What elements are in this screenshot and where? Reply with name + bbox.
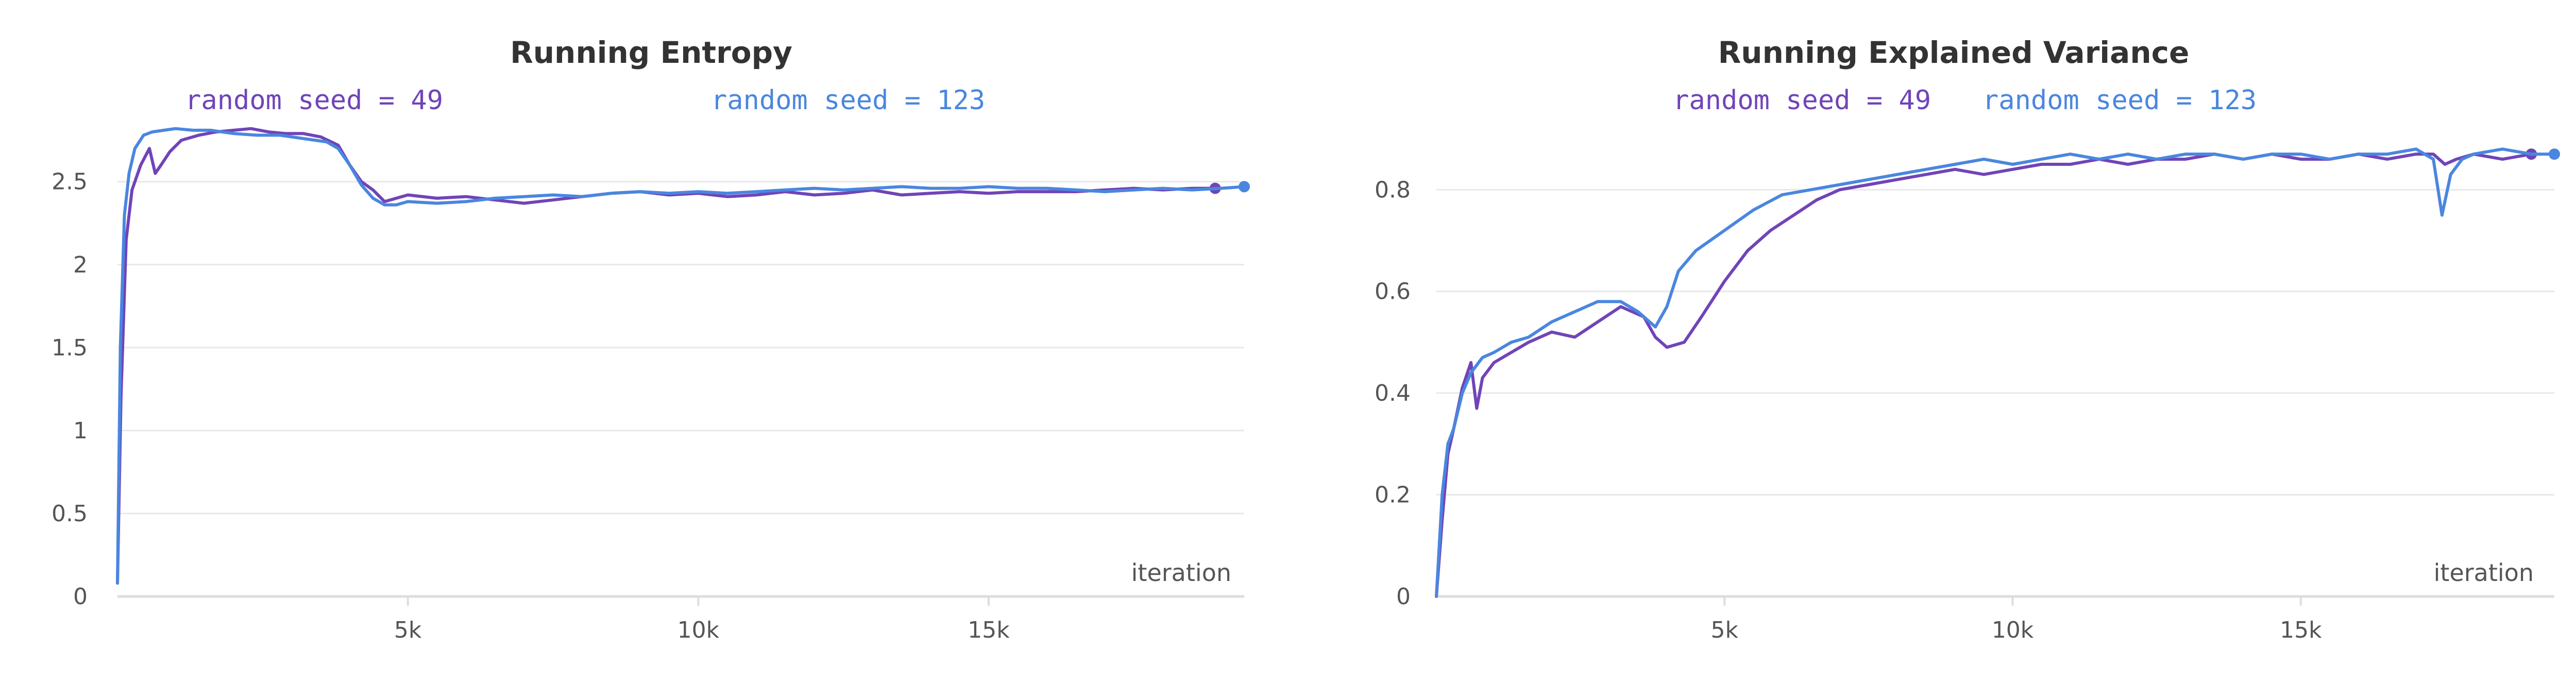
y-tick-label: 0 <box>73 584 88 610</box>
x-tick-label: 10k <box>1992 617 2034 643</box>
chart-title: Running Entropy <box>510 35 792 70</box>
entropy-chart-panel: Running Entropy random seed = 49 random … <box>52 35 1250 643</box>
legend-item-seed-123[interactable]: random seed = 123 <box>1982 85 2257 116</box>
x-tick-label: 5k <box>1711 617 1739 643</box>
chart-title: Running Explained Variance <box>1718 35 2190 70</box>
y-tick-label: 0.5 <box>52 501 88 527</box>
y-tick-labels: 0 0.2 0.4 0.6 0.8 <box>1375 177 1411 610</box>
y-gridlines <box>117 181 1244 597</box>
series-line-seed-49[interactable] <box>1435 152 2533 598</box>
series-layer <box>116 127 1250 585</box>
series-line-seed-49[interactable] <box>116 127 1217 585</box>
x-tick-label: 10k <box>677 617 720 643</box>
series-line-seed-123[interactable] <box>116 127 1246 585</box>
y-tick-label: 1 <box>73 418 88 444</box>
x-tick-label: 15k <box>968 617 1010 643</box>
y-tick-label: 2.5 <box>52 169 88 195</box>
x-axis-label: iteration <box>1131 559 1231 587</box>
y-tick-label: 0.2 <box>1375 482 1411 508</box>
series-endpoint-seed-123[interactable] <box>2549 148 2560 160</box>
y-tick-label: 0.4 <box>1375 380 1411 406</box>
series-layer <box>1435 147 2560 598</box>
x-tick-labels: 5k 10k 15k <box>1711 596 2322 643</box>
y-tick-label: 0 <box>1396 584 1411 610</box>
y-gridlines <box>1436 189 2554 597</box>
x-tick-label: 15k <box>2280 617 2322 643</box>
series-endpoint-seed-123[interactable] <box>1239 181 1250 193</box>
x-tick-label: 5k <box>394 617 422 643</box>
y-tick-label: 2 <box>73 252 88 278</box>
variance-chart: Running Explained Variance random seed =… <box>1375 35 2560 643</box>
y-tick-label: 0.8 <box>1375 177 1411 203</box>
variance-chart-panel: Running Explained Variance random seed =… <box>1302 0 2576 684</box>
x-axis-label: iteration <box>2434 559 2534 587</box>
entropy-chart: Running Entropy random seed = 49 random … <box>52 35 1250 643</box>
legend-item-seed-123[interactable]: random seed = 123 <box>711 85 985 116</box>
y-tick-label: 0.6 <box>1375 279 1411 305</box>
legend-item-seed-49[interactable]: random seed = 49 <box>185 85 443 116</box>
legend-item-seed-49[interactable]: random seed = 49 <box>1673 85 1931 116</box>
y-tick-label: 1.5 <box>52 335 88 361</box>
x-tick-labels: 5k 10k 15k <box>394 596 1010 643</box>
series-line-seed-123[interactable] <box>1435 147 2556 598</box>
y-tick-labels: 0 0.5 1 1.5 2 2.5 <box>52 169 88 610</box>
